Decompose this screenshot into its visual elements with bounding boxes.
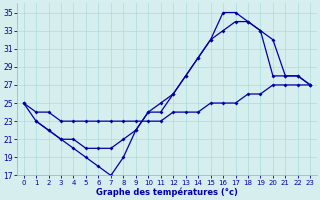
X-axis label: Graphe des températures (°c): Graphe des températures (°c) (96, 187, 238, 197)
